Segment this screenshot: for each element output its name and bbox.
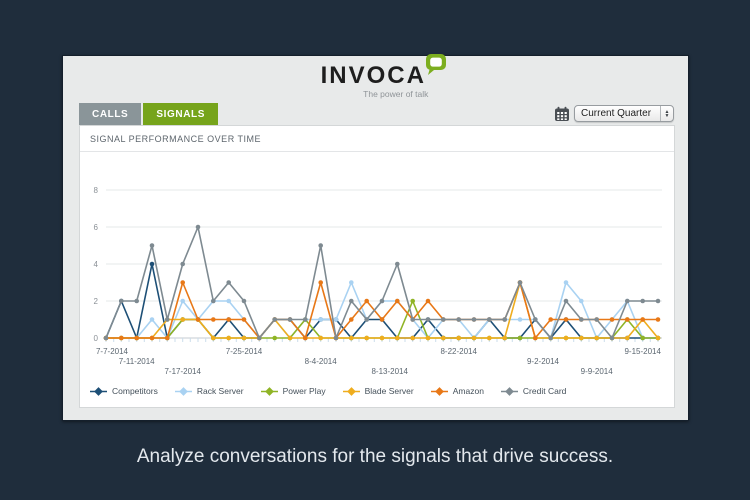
logo-text: INVOCA <box>320 62 426 89</box>
legend-item[interactable]: Rack Server <box>174 386 244 396</box>
tab-signals[interactable]: SIGNALS <box>143 103 218 125</box>
chart-panel-title: SIGNAL PERFORMANCE OVER TIME <box>80 126 674 152</box>
tab-bar: CALLS SIGNALS <box>79 103 218 125</box>
svg-text:7-17-2014: 7-17-2014 <box>164 367 201 376</box>
legend-marker-icon <box>174 386 192 396</box>
svg-text:8-13-2014: 8-13-2014 <box>371 367 408 376</box>
svg-text:2: 2 <box>94 297 99 306</box>
date-range-select[interactable]: Current Quarter ▲ ▼ <box>574 105 674 122</box>
select-stepper-icon: ▲ ▼ <box>660 106 673 121</box>
svg-text:4: 4 <box>94 260 99 269</box>
svg-text:7-11-2014: 7-11-2014 <box>119 357 155 366</box>
svg-text:9-9-2014: 9-9-2014 <box>581 367 614 376</box>
legend-marker-icon <box>430 386 448 396</box>
svg-text:8-4-2014: 8-4-2014 <box>305 357 338 366</box>
svg-text:0: 0 <box>94 334 99 343</box>
legend-label: Amazon <box>452 386 484 396</box>
svg-text:6: 6 <box>94 223 99 232</box>
logo-tagline: The power of talk <box>363 89 429 99</box>
svg-text:9-2-2014: 9-2-2014 <box>527 357 560 366</box>
legend-marker-icon <box>500 386 518 396</box>
tab-calls[interactable]: CALLS <box>79 103 142 125</box>
date-range-selected-value: Current Quarter <box>581 108 652 119</box>
svg-text:7-7-2014: 7-7-2014 <box>96 347 129 356</box>
legend-item[interactable]: Power Play <box>260 386 326 396</box>
legend-label: Credit Card <box>522 386 567 396</box>
legend-marker-icon <box>260 386 278 396</box>
svg-text:7-25-2014: 7-25-2014 <box>226 347 263 356</box>
legend-item[interactable]: Blade Server <box>342 386 414 396</box>
legend-label: Competitors <box>112 386 158 396</box>
legend-item[interactable]: Competitors <box>90 386 158 396</box>
date-filter-group: Current Quarter ▲ ▼ <box>554 105 674 122</box>
legend-label: Rack Server <box>196 386 244 396</box>
svg-text:8-22-2014: 8-22-2014 <box>440 347 477 356</box>
app-card: INVOCA® The power of talk CALLS SIGNALS <box>62 54 689 421</box>
legend-item[interactable]: Credit Card <box>500 386 567 396</box>
legend-label: Power Play <box>282 386 326 396</box>
calendar-icon[interactable] <box>554 106 570 122</box>
speech-bubble-icon <box>426 54 447 80</box>
svg-text:9-15-2014: 9-15-2014 <box>624 347 661 356</box>
legend-marker-icon <box>342 386 360 396</box>
legend-label: Blade Server <box>364 386 414 396</box>
svg-text:8: 8 <box>94 186 99 195</box>
slide-caption: Analyze conversations for the signals th… <box>136 446 614 467</box>
legend-marker-icon <box>90 386 107 396</box>
chart-legend: Competitors Rack Server Power Play Blade Se… <box>80 386 674 396</box>
legend-item[interactable]: Amazon <box>430 386 484 396</box>
invoca-logo: INVOCA® The power of talk <box>63 54 688 102</box>
chart-panel: SIGNAL PERFORMANCE OVER TIME 0 2 4 6 8 7-7-20… <box>79 125 675 408</box>
